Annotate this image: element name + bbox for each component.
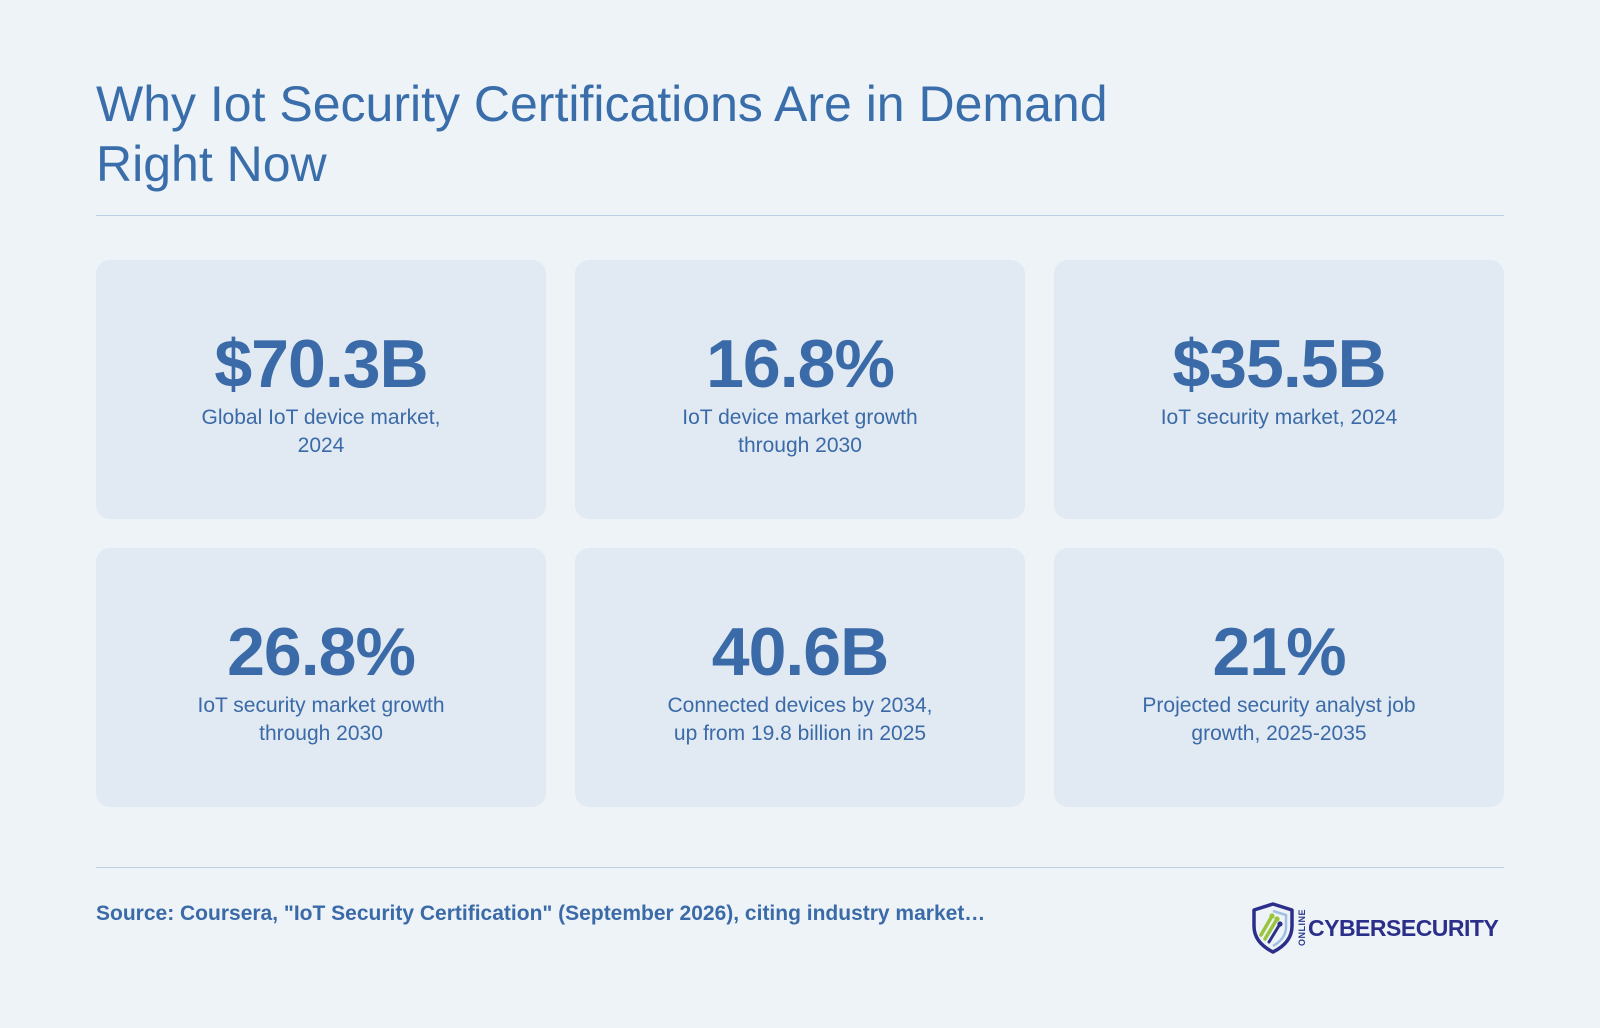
- stat-value: 21%: [1212, 614, 1346, 690]
- footer-divider: [96, 867, 1504, 868]
- stat-value: 16.8%: [706, 326, 895, 402]
- stat-card: 21% Projected security analyst job growt…: [1054, 548, 1504, 807]
- brand-logo: ONLINE CYBERSECURITY: [1250, 900, 1499, 956]
- logo-online-text: ONLINE: [1297, 909, 1307, 947]
- stats-grid: $70.3B Global IoT device market, 2024 16…: [96, 260, 1504, 807]
- stat-card: 26.8% IoT security market growth through…: [96, 548, 546, 807]
- stat-label: Global IoT device market, 2024: [201, 406, 441, 457]
- stat-label: Connected devices by 2034, up from 19.8 …: [667, 694, 933, 745]
- stat-card: $35.5B IoT security market, 2024: [1054, 260, 1504, 519]
- stat-value: 26.8%: [227, 614, 416, 690]
- stat-label: IoT security market, 2024: [1160, 406, 1398, 429]
- stat-card: 40.6B Connected devices by 2034, up from…: [575, 548, 1025, 807]
- stat-label: Projected security analyst job growth, 2…: [1142, 694, 1416, 745]
- source-citation: Source: Coursera, "IoT Security Certific…: [96, 902, 986, 925]
- stat-value: 40.6B: [711, 614, 889, 690]
- stat-label: IoT device market growth through 2030: [682, 406, 918, 457]
- stat-card: $70.3B Global IoT device market, 2024: [96, 260, 546, 519]
- page-title: Why Iot Security Certifications Are in D…: [96, 76, 1108, 192]
- logo-wordmark: CYBERSECURITY: [1308, 914, 1499, 941]
- stat-label: IoT security market growth through 2030: [197, 694, 445, 745]
- stat-value: $35.5B: [1172, 326, 1386, 402]
- stat-card: 16.8% IoT device market growth through 2…: [575, 260, 1025, 519]
- shield-icon: [1252, 902, 1294, 954]
- title-divider: [96, 215, 1504, 216]
- stat-value: $70.3B: [214, 326, 428, 402]
